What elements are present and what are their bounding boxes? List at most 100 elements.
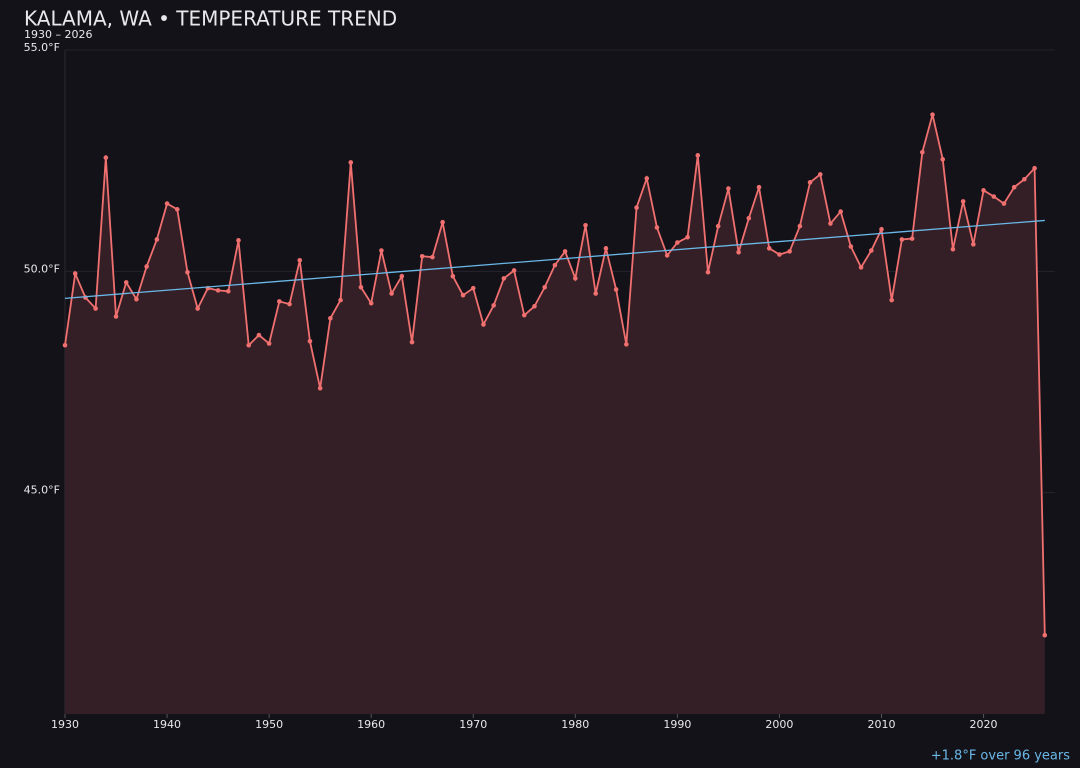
point [1001,201,1007,206]
point [909,236,915,241]
y-tick-label: 50.0°F [24,262,60,275]
point [807,180,813,185]
trend-annotation: +1.8°F over 96 years [931,749,1070,764]
point [103,155,109,160]
point [470,285,476,291]
chart-subtitle: 1930 – 2026 [24,28,92,41]
point [144,264,149,269]
point [685,234,690,240]
point [174,207,180,212]
point [93,306,98,311]
point [164,201,170,206]
point [889,297,895,303]
point [277,299,282,304]
point [573,276,578,281]
point [603,246,609,251]
y-tick-label: 55.0°F [24,41,60,54]
point [62,342,68,348]
point [1022,176,1027,182]
point [736,249,741,255]
point [338,297,343,303]
point [940,157,946,162]
point [991,194,997,199]
point [358,284,364,290]
point [848,244,854,249]
point [440,219,445,225]
point [409,339,415,345]
point [154,237,160,242]
point [1042,632,1048,638]
point [501,276,507,281]
x-tick-label: 2020 [970,718,998,731]
point [920,149,925,155]
point [491,303,496,308]
point [1011,184,1017,190]
point [705,269,711,275]
x-tick-label: 1960 [357,718,385,731]
point [368,300,374,306]
point [532,304,537,309]
point [868,248,874,253]
point [695,153,701,158]
point [297,257,303,263]
point [756,184,762,190]
x-tick-label: 1980 [561,718,589,731]
x-tick-label: 1990 [663,718,691,731]
point [134,296,139,302]
point [450,273,456,279]
x-tick-label: 1930 [51,718,79,731]
point [225,288,231,294]
point [399,273,405,279]
point [950,246,956,252]
point [879,226,884,232]
point [389,291,394,296]
point [644,176,650,181]
point [287,301,292,307]
point [246,342,252,348]
y-tick-label: 45.0°F [24,484,60,497]
point [542,284,547,290]
point [593,291,599,296]
point [521,312,527,318]
point [123,280,129,285]
point [797,223,803,229]
point [195,306,200,311]
point [981,188,986,193]
point [113,314,119,319]
point [766,246,772,251]
point [817,172,823,177]
point [430,254,435,260]
point [838,209,843,214]
point [858,265,864,270]
point [654,225,660,230]
point [583,222,588,228]
point [960,199,966,204]
point [460,292,466,298]
point [930,112,935,117]
point [675,240,680,245]
point [348,160,354,165]
x-tick-label: 2000 [765,718,793,731]
point [613,287,619,292]
point [664,253,670,258]
point [307,338,313,344]
point [777,252,782,257]
point [715,223,721,229]
trend-line [64,219,1045,299]
area [65,114,1045,714]
point [256,332,262,338]
point [379,248,384,253]
x-tick-label: 2010 [867,718,895,731]
point [634,205,639,210]
point [511,268,517,273]
point [1032,165,1037,171]
point [726,186,731,191]
point [971,242,976,247]
point [185,269,190,275]
point [419,253,425,259]
point [72,271,78,276]
x-tick-label: 1940 [153,718,181,731]
point [317,385,323,391]
point [215,288,221,293]
